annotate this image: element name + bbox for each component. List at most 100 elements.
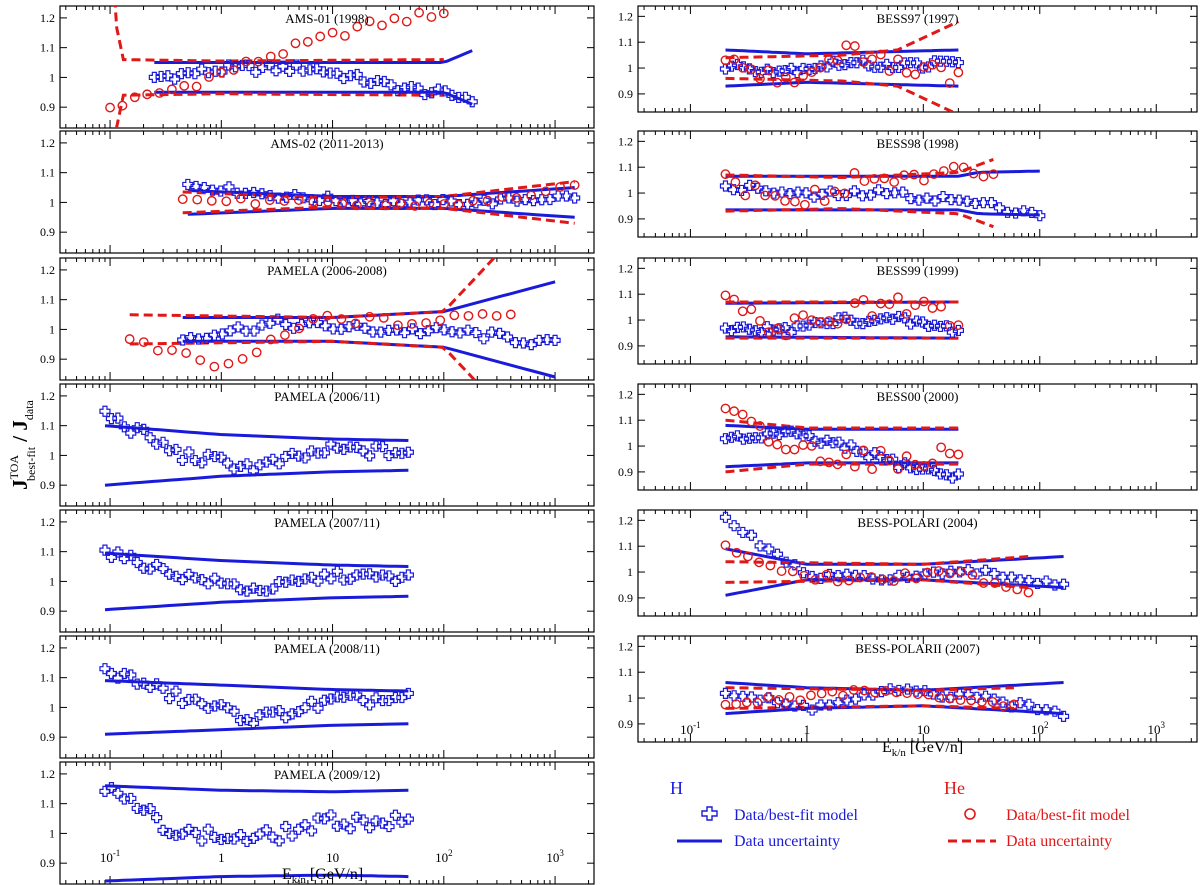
he-data-point bbox=[482, 195, 493, 206]
h-data-point bbox=[131, 422, 143, 434]
h-data-point bbox=[351, 569, 363, 581]
y-tick-label: 1.1 bbox=[40, 419, 55, 433]
he-data-point bbox=[752, 697, 763, 708]
h-data-point bbox=[961, 195, 973, 207]
he-data-point bbox=[798, 440, 809, 450]
panel: 0.9 1 1.1 1.2 BESS98 (1998) bbox=[618, 130, 1198, 238]
h-data-point bbox=[767, 66, 779, 79]
he-data-point bbox=[790, 196, 800, 207]
he-data-point bbox=[884, 66, 895, 76]
h-data-point bbox=[176, 697, 189, 710]
h-data-point bbox=[997, 696, 1009, 708]
h-data-point bbox=[754, 694, 766, 706]
h-data-point bbox=[144, 563, 156, 575]
he-data-point bbox=[829, 186, 840, 197]
h-data-point bbox=[517, 337, 529, 349]
he-data-point bbox=[933, 566, 944, 576]
he-data-point bbox=[799, 570, 809, 581]
he-data-point bbox=[953, 67, 964, 78]
x-tick-label: 102 bbox=[435, 848, 453, 865]
h-data-point bbox=[560, 190, 573, 202]
h-data-point bbox=[105, 413, 118, 425]
h-data-point bbox=[330, 195, 342, 207]
y-tick-label: 1 bbox=[627, 186, 633, 200]
he-uncertainty-lower bbox=[115, 92, 444, 128]
y-tick-label: 1 bbox=[49, 322, 55, 336]
he-uncertainty-upper bbox=[725, 418, 959, 430]
y-tick-label: 1.1 bbox=[618, 287, 633, 301]
h-data-point bbox=[897, 186, 909, 198]
he-data-point bbox=[741, 697, 752, 708]
h-data-point bbox=[1018, 205, 1030, 217]
h-data-point bbox=[189, 693, 201, 705]
he-data-point bbox=[729, 54, 739, 65]
he-data-point bbox=[729, 294, 739, 305]
h-data-point bbox=[209, 450, 221, 463]
he-data-point bbox=[849, 298, 860, 309]
h-data-point bbox=[462, 198, 474, 210]
panel-title: AMS-02 (2011-2013) bbox=[270, 136, 383, 151]
panel: 0.9 1 1.1 1.2 BESS-POLARII (2007) bbox=[618, 635, 1198, 743]
h-data-point bbox=[785, 62, 797, 74]
h-data-point bbox=[1023, 574, 1035, 587]
h-data-point bbox=[311, 316, 324, 329]
h-data-point bbox=[841, 694, 853, 706]
h-data-point bbox=[331, 442, 343, 454]
y-tick-label: 0.9 bbox=[40, 225, 55, 239]
he-data-point bbox=[827, 686, 838, 697]
h-data-point bbox=[273, 458, 285, 470]
he-data-point bbox=[179, 80, 190, 91]
he-data-point bbox=[832, 55, 843, 66]
x-tick-labels: 10-1 1 10 102 103 10-1 1 10 102 103 bbox=[100, 720, 1166, 865]
h-data-point bbox=[234, 829, 247, 841]
h-data-point bbox=[936, 568, 948, 580]
he-data-point bbox=[859, 685, 870, 696]
h-data-point bbox=[260, 824, 272, 836]
h-data-point bbox=[389, 809, 402, 821]
he-data-point bbox=[844, 575, 854, 586]
h-data-point bbox=[364, 568, 376, 580]
h-data-point bbox=[848, 185, 861, 197]
h-data-point bbox=[466, 96, 478, 108]
h-data-point bbox=[151, 558, 163, 571]
y-tick-label: 0.9 bbox=[618, 339, 633, 353]
he-data-point bbox=[815, 62, 826, 73]
h-data-point bbox=[731, 58, 744, 71]
he-data-point bbox=[849, 461, 860, 472]
h-data-point bbox=[1014, 574, 1026, 586]
h-data-point bbox=[247, 717, 260, 729]
x-axis-label-right: Ek/n [GeV/n] bbox=[882, 739, 963, 759]
he-data-point bbox=[976, 696, 987, 707]
he-data-point bbox=[308, 314, 319, 324]
y-tick-label: 1.1 bbox=[40, 545, 55, 559]
he-data-point bbox=[893, 54, 903, 65]
h-data-point bbox=[280, 712, 292, 724]
h-data-point bbox=[170, 443, 182, 456]
he-data-point bbox=[968, 168, 979, 179]
x-tick-label: 1 bbox=[218, 850, 225, 865]
h-data-point bbox=[338, 196, 350, 208]
y-tick-label: 1.1 bbox=[618, 160, 633, 174]
y-tick-label: 1.2 bbox=[40, 136, 55, 150]
he-data-point bbox=[414, 7, 424, 18]
he-data-point bbox=[191, 81, 202, 92]
h-data-point bbox=[815, 60, 827, 72]
h-data-point bbox=[270, 65, 282, 77]
h-data-point bbox=[280, 450, 292, 463]
h-data-point bbox=[344, 573, 356, 585]
he-data-point bbox=[177, 194, 188, 205]
he-uncertainty-lower bbox=[725, 207, 994, 229]
x-tick-label: 103 bbox=[1147, 720, 1165, 737]
h-data-point bbox=[767, 427, 779, 439]
h-data-point bbox=[792, 186, 804, 198]
h-data-point bbox=[157, 824, 169, 836]
he-data-point bbox=[209, 361, 220, 372]
he-data-point bbox=[293, 195, 304, 205]
h-data-point bbox=[934, 320, 947, 333]
y-tick-label: 0.9 bbox=[40, 856, 55, 870]
y-tick-label: 1.2 bbox=[618, 513, 633, 527]
h-data-point bbox=[776, 186, 788, 198]
he-data-point bbox=[364, 16, 375, 27]
he-data-point bbox=[235, 193, 246, 204]
he-data-point bbox=[750, 180, 761, 191]
